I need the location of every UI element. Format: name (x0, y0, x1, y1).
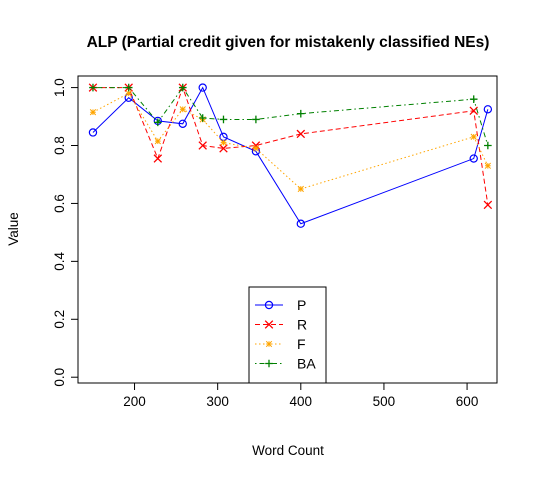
x-tick-label: 300 (206, 394, 229, 409)
data-point (124, 83, 133, 92)
data-point (469, 106, 478, 116)
legend-label: R (297, 317, 307, 333)
data-point (178, 119, 187, 128)
x-axis: 200 300 400 500 600 (123, 383, 478, 409)
legend-marker (264, 320, 274, 329)
legend-label: BA (297, 356, 316, 372)
series-ba (89, 83, 492, 150)
data-point (198, 83, 207, 92)
data-point (125, 90, 132, 97)
y-axis-label: Value (6, 212, 21, 246)
data-point (220, 139, 227, 146)
data-point (219, 144, 228, 153)
data-point (89, 109, 97, 116)
data-point (219, 115, 228, 124)
data-point (178, 83, 187, 92)
data-point (297, 185, 304, 193)
x-axis-label: Word Count (252, 443, 324, 458)
series-r (88, 83, 493, 210)
x-tick-label: 500 (373, 394, 396, 409)
legend-label: F (297, 336, 306, 352)
y-axis: 0.0 0.2 0.4 0.6 0.8 1.0 (52, 78, 78, 387)
y-tick-label: 0.2 (52, 310, 67, 329)
legend-item-r: R (255, 317, 307, 333)
series-line-f (92, 92, 489, 190)
data-point (198, 141, 207, 150)
series-p (88, 83, 493, 228)
data-point (296, 129, 306, 139)
data-point (179, 106, 186, 113)
data-point (484, 141, 492, 150)
legend-item-f: F (255, 336, 306, 352)
legend-marker (265, 359, 273, 368)
y-tick-label: 0.8 (52, 136, 67, 155)
legend-item-ba: BA (255, 356, 316, 372)
data-point (483, 105, 493, 114)
data-point (469, 95, 478, 103)
series-line-ba (92, 86, 489, 146)
legend-label: P (297, 297, 306, 313)
data-point (470, 133, 477, 140)
data-point (296, 219, 306, 228)
data-point (469, 154, 478, 163)
legend-box (248, 286, 327, 384)
legend: PRF BA (248, 286, 327, 384)
legend-marker (265, 340, 273, 348)
y-tick-label: 0.4 (52, 251, 67, 270)
y-tick-label: 0.6 (52, 194, 67, 213)
data-point (198, 114, 207, 122)
series-line-r (92, 86, 489, 205)
x-tick-label: 600 (456, 394, 479, 409)
y-tick-label: 1.0 (52, 78, 67, 97)
data-point (484, 162, 492, 169)
legend-item-p: P (255, 297, 306, 313)
data-point (252, 115, 260, 124)
series-layer (88, 83, 493, 228)
data-point (154, 118, 162, 127)
data-point (154, 138, 161, 145)
data-point (89, 83, 97, 92)
series-line-p (92, 86, 489, 225)
x-tick-label: 400 (290, 394, 313, 409)
data-point (153, 154, 163, 163)
data-point (252, 145, 260, 152)
x-tick-label: 200 (123, 394, 146, 409)
data-point (88, 128, 98, 137)
legend-marker (264, 300, 274, 310)
series-f (89, 90, 492, 193)
y-tick-label: 0.0 (52, 368, 67, 387)
chart-title: ALP (Partial credit given for mistakenly… (87, 34, 490, 51)
data-point (483, 200, 493, 210)
data-point (297, 109, 305, 118)
